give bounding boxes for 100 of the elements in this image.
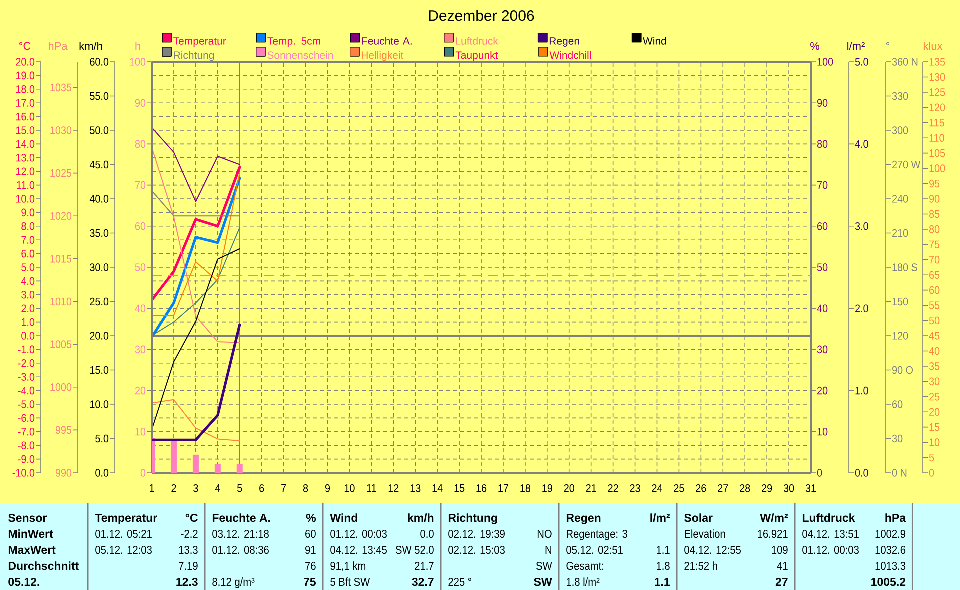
y-tick-label: 17.0 xyxy=(16,99,35,107)
x-tick-label: 5 xyxy=(238,484,242,492)
y-axis-title: °C xyxy=(19,42,31,50)
text: 16.921 xyxy=(758,530,788,538)
text: 01.12. 00:03 xyxy=(802,546,859,554)
y-tick-label: 0.0 xyxy=(96,469,109,477)
bar xyxy=(170,439,177,473)
y-tick-label: 45.0 xyxy=(90,160,109,169)
bar xyxy=(192,454,199,473)
y-tick-label: 10.0 xyxy=(16,195,35,203)
text: Wind xyxy=(330,514,358,522)
text: Temperatur xyxy=(95,514,158,524)
text: Durchschnitt xyxy=(8,562,79,570)
x-tick-label: 12 xyxy=(388,484,399,492)
y2-tick-label: 10 xyxy=(818,428,828,436)
y2-tick-label: 30 xyxy=(817,346,828,354)
text: 225 ° xyxy=(448,578,472,586)
y2-tick-label: 150 xyxy=(892,298,908,306)
y2-axis-title: ° xyxy=(886,42,890,46)
y-tick-label: 100 xyxy=(130,58,146,66)
y2-tick-label: 100 xyxy=(930,164,946,172)
y-tick-label: -8.0 xyxy=(18,442,35,450)
x-tick-label: 11 xyxy=(367,484,376,492)
x-tick-label: 4 xyxy=(215,484,220,492)
x-tick-label: 24 xyxy=(652,484,662,492)
text: MaxWert xyxy=(8,546,56,554)
y-tick-label: 1025 xyxy=(50,169,72,178)
text: Luftdruck xyxy=(802,514,856,522)
y2-tick-label: 135 xyxy=(930,58,946,66)
y2-tick-label: 4.0 xyxy=(855,140,868,148)
y-tick-label: 995 xyxy=(56,426,72,434)
y2-tick-label: 0 xyxy=(929,469,934,477)
y2-tick-label: 75 xyxy=(930,240,940,248)
x-tick-label: 13 xyxy=(410,484,421,492)
y-tick-label: 1015 xyxy=(50,255,72,263)
x-tick-label: 30 xyxy=(784,484,794,492)
text: 05.12. 12:03 xyxy=(96,546,152,554)
x-tick-label: 21 xyxy=(586,484,596,492)
y-tick-label: -5.0 xyxy=(18,400,35,408)
y-tick-label: 15.0 xyxy=(90,366,109,374)
text: 41 xyxy=(777,562,788,570)
line-series xyxy=(152,248,240,430)
y2-tick-label: 80 xyxy=(817,140,828,148)
line-series xyxy=(152,177,242,339)
legend-label: Richtung xyxy=(174,51,214,62)
y2-tick-label: 5.0 xyxy=(855,58,868,66)
y2-tick-label: 55 xyxy=(929,302,940,310)
x-tick-label: 23 xyxy=(630,484,640,492)
y-tick-label: 8.0 xyxy=(22,222,35,230)
y2-tick-label: 15 xyxy=(930,424,940,432)
y-tick-label: 25.0 xyxy=(90,298,109,306)
x-tick-label: 7 xyxy=(282,484,286,492)
x-tick-label: 10 xyxy=(344,484,355,492)
y-tick-label: 6.0 xyxy=(22,250,35,258)
x-tick-label: 29 xyxy=(762,484,772,492)
y-tick-label: 40.0 xyxy=(90,195,109,203)
y-tick-label: 30 xyxy=(135,346,146,354)
y2-tick-label: 20 xyxy=(818,386,828,395)
y-tick-label: 3.0 xyxy=(22,290,35,299)
text: 1002.9 xyxy=(876,530,906,538)
bar xyxy=(236,464,243,473)
y2-tick-label: 30 xyxy=(929,378,940,386)
y-tick-label: 1.0 xyxy=(22,318,35,326)
text: SW xyxy=(534,578,552,586)
legend-label: Windchill xyxy=(550,51,591,60)
y2-axis-title: l/m² xyxy=(848,42,865,50)
text: 7.19 xyxy=(179,562,198,570)
y2-tick-label: 60 xyxy=(818,222,828,230)
y-tick-label: 11.0 xyxy=(17,181,35,190)
y-tick-label: 60.0 xyxy=(90,58,109,66)
y-tick-label: 50.0 xyxy=(90,126,109,134)
text: NO xyxy=(538,530,552,538)
y2-tick-label: 35 xyxy=(929,362,940,370)
y2-tick-label: 95 xyxy=(930,180,940,188)
y-tick-label: -3.0 xyxy=(18,373,35,381)
text: 1005.2 xyxy=(872,578,906,586)
text: 8.12 g/m³ xyxy=(212,578,255,588)
text: 21:52 h xyxy=(684,562,718,570)
text: 75 xyxy=(304,578,316,586)
text: 1.8 l/m² xyxy=(566,578,600,586)
y-tick-label: 60 xyxy=(135,222,146,230)
y2-tick-label: 3.0 xyxy=(855,222,868,230)
y-tick-label: 55.0 xyxy=(90,92,109,100)
y2-tick-label: 300 xyxy=(892,126,908,134)
y2-tick-label: 90 xyxy=(930,195,940,203)
x-tick-label: 18 xyxy=(520,484,531,492)
y-tick-label: 990 xyxy=(56,469,72,477)
y2-tick-label: 120 xyxy=(930,104,946,112)
y-tick-label: 20.0 xyxy=(90,332,109,340)
legend-label: Regen xyxy=(550,38,580,47)
y-tick-label: 20.0 xyxy=(16,58,35,66)
y-tick-label: -2.0 xyxy=(18,359,35,368)
y2-tick-label: 100 xyxy=(818,58,834,66)
legend-label: Feuchte A. xyxy=(362,37,412,45)
legend-label: Luftdruck xyxy=(456,37,498,45)
y2-tick-label: 60 xyxy=(930,286,940,294)
y-tick-label: 1020 xyxy=(50,212,72,220)
text: 01.12. 08:36 xyxy=(212,546,269,554)
y-tick-label: 19.0 xyxy=(16,72,35,80)
y-tick-label: -9.0 xyxy=(18,455,35,464)
